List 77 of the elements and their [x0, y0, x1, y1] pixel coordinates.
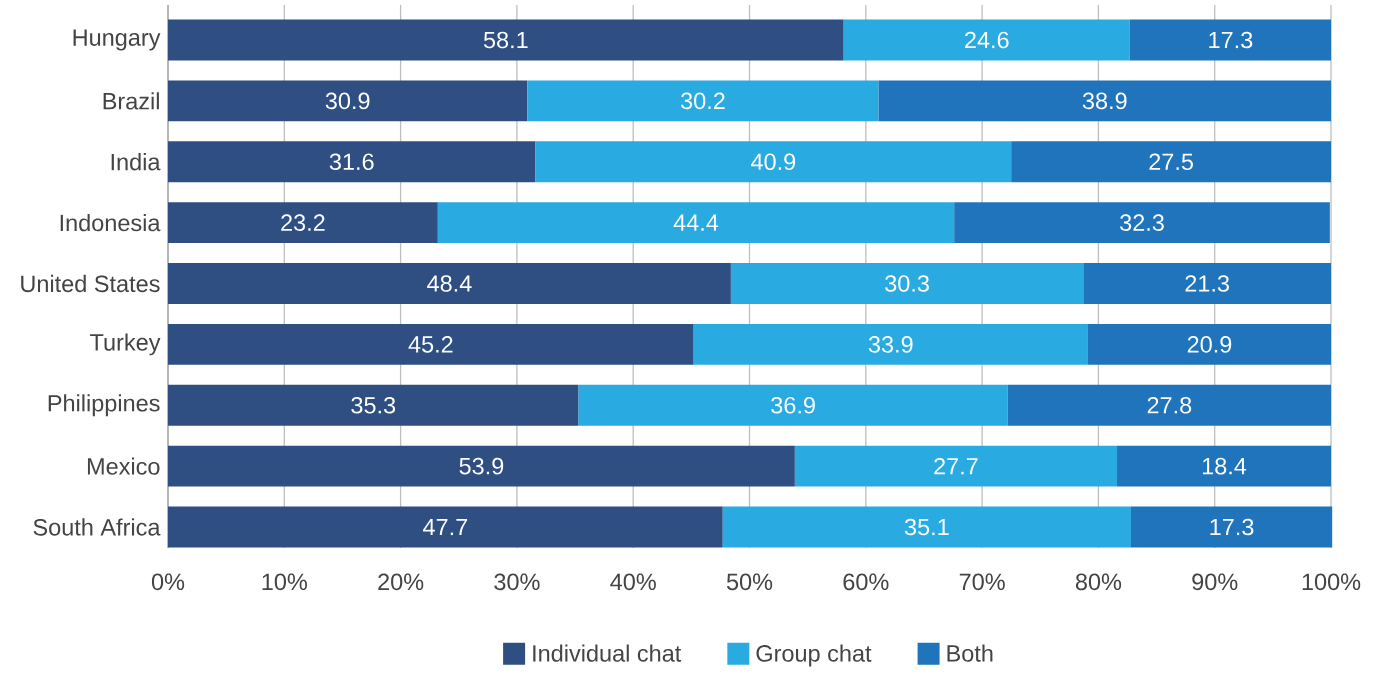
- bar: [168, 80, 528, 122]
- data-label: 40.9: [751, 153, 796, 171]
- bar: [794, 445, 1118, 487]
- y-tick-label: United States: [21, 274, 160, 293]
- data-label: 20.9: [1187, 336, 1232, 353]
- bar: [1129, 19, 1332, 61]
- data-label: 27.7: [934, 457, 978, 475]
- data-label: 30.9: [325, 92, 370, 110]
- legend-label: Group chat: [756, 644, 872, 667]
- bar: [1087, 323, 1332, 365]
- bar: [954, 202, 1330, 244]
- bar: [535, 141, 1012, 183]
- bar: [693, 323, 1088, 365]
- data-label: 33.9: [868, 336, 913, 353]
- bar: [1117, 445, 1332, 487]
- data-label: 18.4: [1202, 457, 1247, 475]
- data-label: 30.3: [885, 275, 929, 292]
- data-label: 17.3: [1210, 518, 1254, 536]
- x-tick-label: 80%: [1075, 573, 1122, 591]
- bar: [168, 141, 536, 183]
- bar: [168, 263, 731, 304]
- y-tick-label: Mexico: [87, 457, 160, 475]
- bar: [730, 263, 1084, 304]
- legend-label: Individual chat: [533, 644, 682, 662]
- x-tick-label: 50%: [726, 573, 773, 591]
- bar: [168, 323, 694, 365]
- data-label: 58.1: [483, 31, 528, 49]
- data-label: 36.9: [771, 396, 815, 414]
- data-label: 17.3: [1209, 31, 1253, 49]
- data-label: 24.6: [965, 31, 1009, 49]
- y-tick-label: Indonesia: [60, 214, 161, 232]
- data-label: 27.8: [1147, 396, 1192, 414]
- bar: [1083, 263, 1332, 304]
- x-tick-label: 40%: [610, 573, 656, 591]
- bar: [1130, 506, 1333, 548]
- data-label: 27.5: [1149, 153, 1193, 171]
- bar: [527, 80, 879, 122]
- x-tick-label: 90%: [1192, 573, 1238, 591]
- data-label: 23.2: [281, 214, 325, 231]
- bar: [168, 19, 844, 61]
- data-label: 47.7: [423, 518, 468, 536]
- bar: [722, 506, 1131, 548]
- x-tick-label: 0%: [151, 573, 185, 591]
- bar: [168, 384, 579, 426]
- data-label: 45.2: [408, 336, 453, 353]
- data-label: 44.4: [673, 214, 719, 231]
- data-label: 30.2: [681, 92, 725, 110]
- bar: [168, 506, 723, 548]
- bar: [437, 202, 955, 244]
- x-tick-label: 60%: [843, 573, 889, 591]
- x-tick-label: 30%: [494, 573, 540, 591]
- bar: [843, 19, 1130, 61]
- x-tick-label: 20%: [378, 573, 424, 591]
- x-tick-label: 100%: [1302, 573, 1361, 591]
- y-tick-label: Hungary: [73, 29, 161, 51]
- data-label: 35.1: [904, 518, 949, 536]
- y-tick-label: Brazil: [103, 92, 159, 110]
- y-tick-label: South Africa: [33, 518, 161, 536]
- legend-label: Both: [947, 644, 993, 662]
- data-label: 38.9: [1082, 92, 1127, 110]
- data-label: 32.3: [1120, 214, 1164, 231]
- bar: [578, 384, 1008, 426]
- data-label: 21.3: [1185, 275, 1229, 292]
- y-tick-label: Turkey: [90, 333, 161, 356]
- bar: [168, 202, 438, 244]
- x-tick-label: 70%: [959, 573, 1005, 591]
- data-label: 48.4: [427, 275, 472, 292]
- bar: [878, 80, 1332, 122]
- data-label: 53.9: [459, 457, 504, 475]
- data-label: 35.3: [351, 396, 396, 414]
- y-tick-label: Philippines: [48, 394, 160, 417]
- y-tick-label: India: [111, 153, 161, 171]
- bar: [168, 445, 795, 487]
- bar: [1007, 384, 1332, 426]
- data-label: 31.6: [329, 153, 374, 171]
- bar: [1011, 141, 1332, 183]
- x-tick-label: 10%: [262, 573, 307, 591]
